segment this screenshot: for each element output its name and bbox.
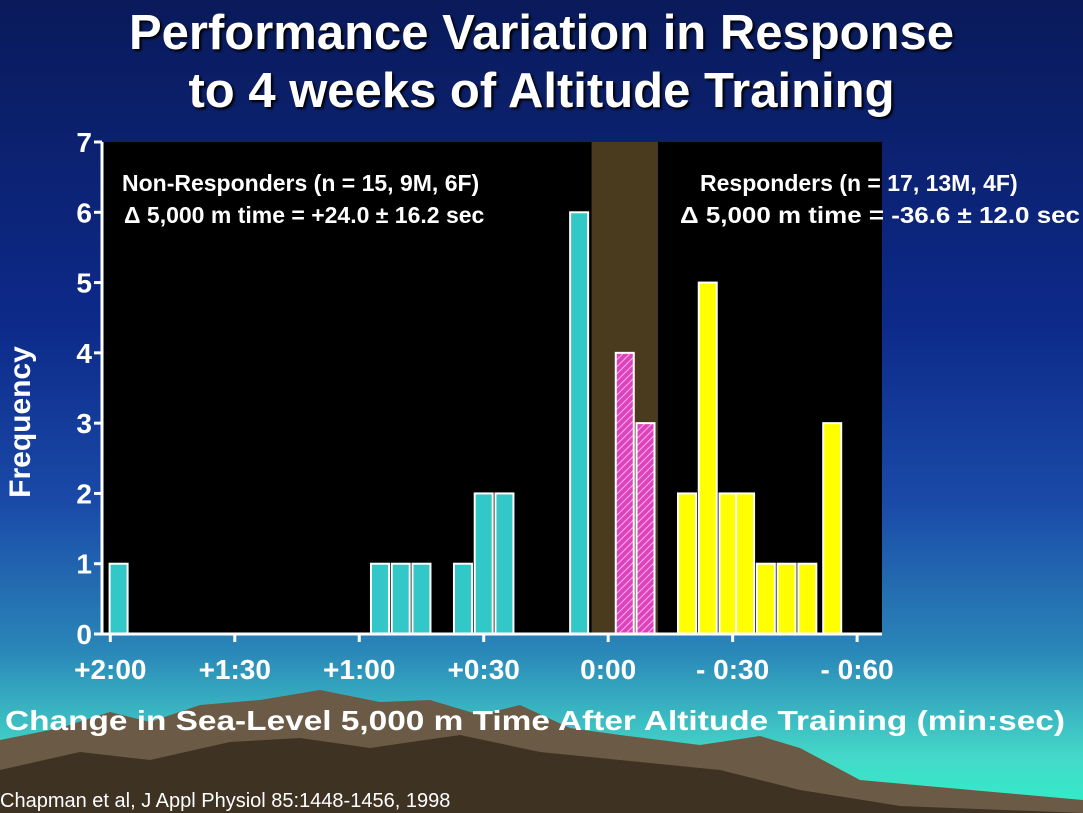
bar-responder xyxy=(797,562,818,636)
y-tick-label: 6 xyxy=(76,197,92,228)
y-tick-label: 2 xyxy=(76,478,92,509)
title-line-2: to 4 weeks of Altitude Training xyxy=(188,64,895,118)
citation: Chapman et al, J Appl Physiol 85:1448-14… xyxy=(0,790,451,812)
annotation-responders-line2: Δ 5,000 m time = -36.6 ± 12.0 sec xyxy=(680,202,1080,228)
annotation-responders-line1: Responders (n = 17, 13M, 4F) xyxy=(700,170,1018,196)
bar-non-responder xyxy=(569,211,590,636)
x-axis-label: Change in Sea-Level 5,000 m Time After A… xyxy=(5,705,1065,736)
bar-non-responder xyxy=(369,562,390,636)
bar-responder xyxy=(822,422,843,635)
y-tick-label: 4 xyxy=(76,338,92,369)
y-tick-label: 5 xyxy=(76,268,92,299)
y-tick-label: 0 xyxy=(76,619,92,650)
bar-responder xyxy=(718,492,739,635)
bar-non-responder xyxy=(390,562,411,636)
bar-non-responder xyxy=(494,492,515,635)
bar-non-responder xyxy=(108,562,129,636)
x-tick-label: - 0:60 xyxy=(821,654,894,685)
annotation-non-responders-line1: Non-Responders (n = 15, 9M, 6F) xyxy=(122,170,479,196)
y-tick-label: 7 xyxy=(76,127,92,158)
bar-non-responder xyxy=(452,562,473,636)
x-tick-label: +2:00 xyxy=(74,654,146,685)
annotation-non-responders-line2: Δ 5,000 m time = +24.0 ± 16.2 sec xyxy=(124,202,485,228)
bar-responder xyxy=(677,492,697,635)
bar-responder xyxy=(776,562,797,636)
bar-responder xyxy=(755,562,776,636)
x-tick-label: +1:30 xyxy=(199,654,271,685)
x-tick-label: 0:00 xyxy=(580,654,636,685)
bar-responder xyxy=(735,492,756,635)
y-tick-label: 1 xyxy=(76,549,92,580)
title-line-1: Performance Variation in Response xyxy=(128,6,955,60)
x-tick-label: +0:30 xyxy=(447,654,519,685)
chart-title: Performance Variation in Response to 4 w… xyxy=(0,4,1083,120)
bar-responder xyxy=(697,281,718,635)
bar-non-responder xyxy=(473,492,494,635)
x-tick-label: - 0:30 xyxy=(696,654,769,685)
bar-neutral xyxy=(614,351,635,635)
y-axis-label: Frequency xyxy=(4,346,37,498)
bar-non-responder xyxy=(411,562,432,636)
bar-neutral xyxy=(635,422,656,635)
x-tick-label: +1:00 xyxy=(323,654,395,685)
y-tick-label: 3 xyxy=(76,408,92,439)
